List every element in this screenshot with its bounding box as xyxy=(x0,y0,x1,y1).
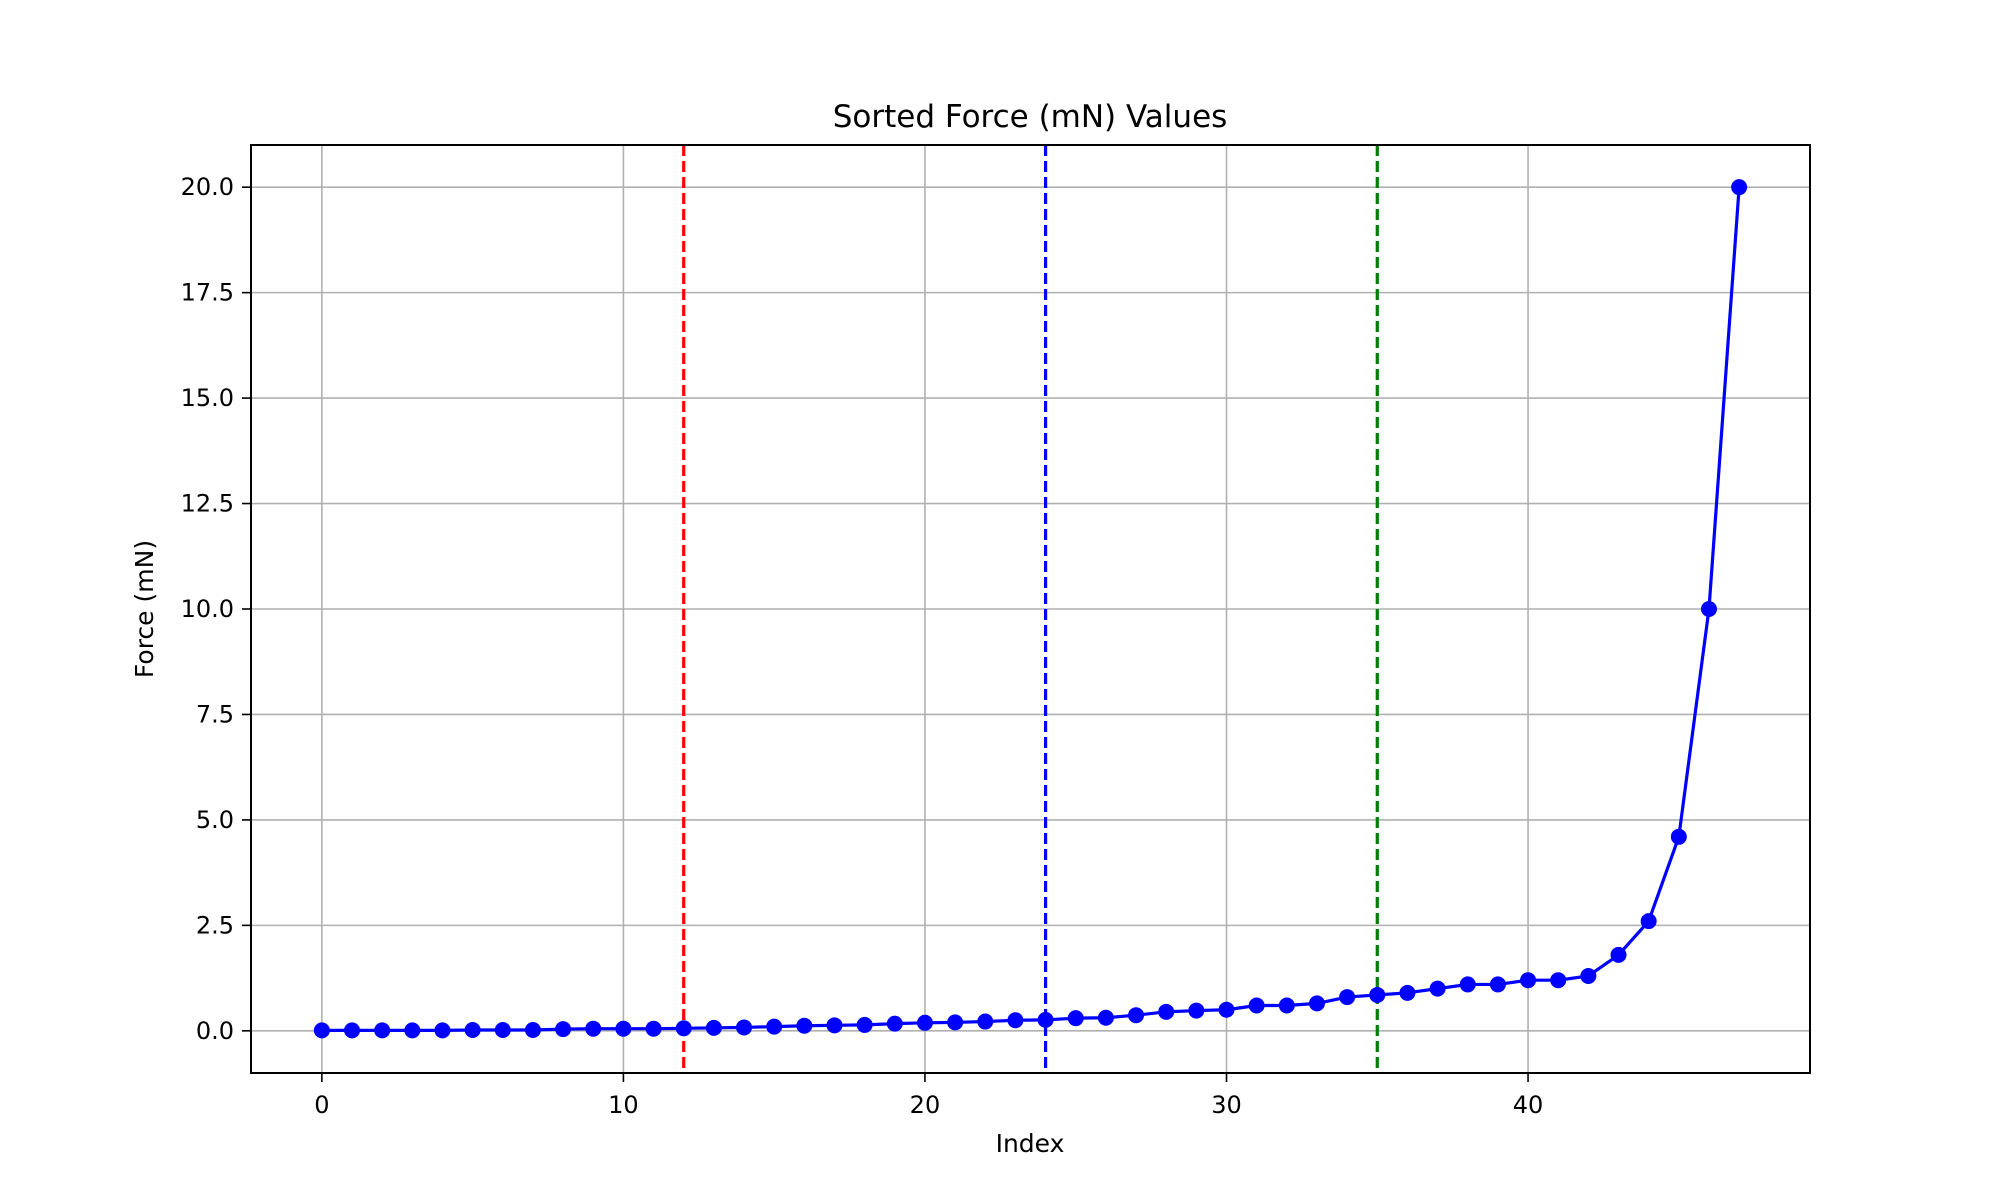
data-point xyxy=(886,1015,903,1032)
data-point xyxy=(1489,976,1506,993)
data-point xyxy=(585,1020,602,1037)
x-tick-label: 0 xyxy=(314,1091,329,1119)
y-tick-label: 2.5 xyxy=(196,911,234,939)
x-axis-label: Index xyxy=(996,1129,1065,1158)
data-point xyxy=(1308,995,1325,1012)
x-tick-label: 40 xyxy=(1513,1091,1544,1119)
y-tick-label: 15.0 xyxy=(181,384,234,412)
data-point xyxy=(1459,976,1476,993)
data-point xyxy=(374,1022,391,1039)
data-point xyxy=(1731,179,1748,196)
data-point xyxy=(1248,997,1265,1014)
data-point xyxy=(1037,1011,1054,1028)
data-point xyxy=(766,1018,783,1035)
data-point xyxy=(1007,1012,1024,1029)
y-axis-label: Force (mN) xyxy=(130,540,159,678)
data-point xyxy=(434,1022,451,1039)
y-tick-label: 17.5 xyxy=(181,279,234,307)
data-point xyxy=(464,1021,481,1038)
data-point xyxy=(826,1017,843,1034)
data-point xyxy=(675,1020,692,1037)
reference-lines xyxy=(682,145,1379,1073)
data-point xyxy=(344,1022,361,1039)
y-tick-label: 0.0 xyxy=(196,1017,234,1045)
y-axis-ticks: 0.0 2.5 5.0 7.5 10.0 12.5 15.0 17.5 20.0 xyxy=(181,173,251,1045)
data-point xyxy=(1128,1007,1145,1024)
data-point xyxy=(916,1014,933,1031)
data-point xyxy=(645,1020,662,1037)
data-point xyxy=(494,1021,511,1038)
y-tick-label: 12.5 xyxy=(181,490,234,518)
data-point xyxy=(796,1017,813,1034)
data-point xyxy=(1580,967,1597,984)
data-point xyxy=(856,1016,873,1033)
x-tick-label: 30 xyxy=(1211,1091,1242,1119)
data-point xyxy=(1218,1001,1235,1018)
data-point xyxy=(1399,984,1416,1001)
data-point xyxy=(615,1020,632,1037)
data-point xyxy=(1158,1003,1175,1020)
data-point xyxy=(705,1019,722,1036)
y-tick-label: 10.0 xyxy=(181,595,234,623)
data-point xyxy=(947,1014,964,1031)
data-point xyxy=(313,1022,330,1039)
data-point xyxy=(404,1022,421,1039)
data-point xyxy=(977,1013,994,1030)
y-tick-label: 20.0 xyxy=(181,173,234,201)
data-point xyxy=(1429,980,1446,997)
data-point xyxy=(736,1019,753,1036)
data-point xyxy=(1610,946,1627,963)
data-point xyxy=(1369,986,1386,1003)
data-point xyxy=(1188,1002,1205,1019)
data-point xyxy=(1670,828,1687,845)
data-point xyxy=(555,1021,572,1038)
chart-title: Sorted Force (mN) Values xyxy=(833,99,1228,135)
y-tick-label: 7.5 xyxy=(196,700,234,728)
x-axis-ticks: 0 10 20 30 40 xyxy=(314,1073,1543,1119)
data-series xyxy=(313,179,1748,1039)
x-tick-label: 10 xyxy=(608,1091,639,1119)
y-tick-label: 5.0 xyxy=(196,806,234,834)
data-point xyxy=(1278,997,1295,1014)
data-point xyxy=(1700,601,1717,617)
data-point xyxy=(1520,972,1537,989)
data-point xyxy=(524,1021,541,1038)
data-point xyxy=(1339,989,1356,1006)
data-point xyxy=(1097,1009,1114,1026)
data-point xyxy=(1067,1010,1084,1027)
grid xyxy=(251,145,1810,1073)
data-point xyxy=(1640,913,1657,930)
x-tick-label: 20 xyxy=(910,1091,941,1119)
data-point xyxy=(1550,972,1567,989)
